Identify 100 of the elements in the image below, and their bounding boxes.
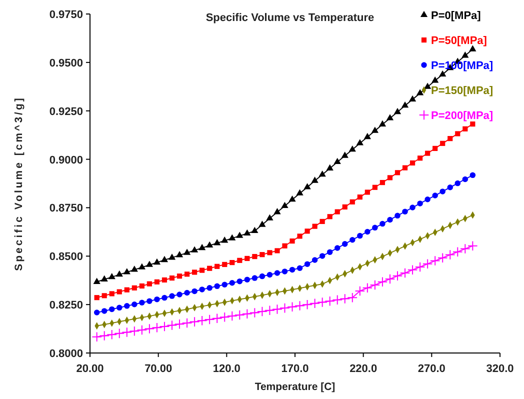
point [422, 258, 433, 270]
point [244, 229, 251, 236]
point [114, 328, 125, 339]
point [274, 248, 280, 254]
point [257, 306, 268, 317]
x-tick-label: 320.0 [486, 363, 514, 375]
point [310, 298, 320, 309]
point [176, 251, 184, 258]
point [402, 165, 408, 170]
point [354, 286, 366, 296]
y-tick-label: 0.8250 [49, 300, 83, 312]
point [184, 290, 190, 296]
point [190, 246, 198, 252]
point [378, 120, 386, 126]
point [236, 278, 243, 284]
point [214, 283, 220, 290]
y-tick-label: 0.8500 [49, 251, 83, 264]
point [287, 302, 298, 312]
point [109, 291, 114, 296]
point [146, 260, 154, 267]
point [327, 214, 332, 220]
point [297, 234, 302, 239]
point [168, 254, 176, 260]
point [384, 274, 396, 284]
point [437, 252, 448, 264]
point [242, 308, 252, 320]
point [334, 209, 340, 214]
point [176, 292, 182, 298]
point [440, 188, 446, 194]
point [214, 264, 220, 269]
point [244, 256, 250, 262]
point [460, 244, 470, 254]
point [274, 270, 280, 276]
point [380, 220, 386, 227]
point [334, 158, 341, 164]
point [332, 294, 342, 306]
point [357, 194, 362, 200]
point [94, 295, 100, 300]
point [455, 131, 460, 136]
point [130, 266, 138, 272]
point [470, 172, 476, 178]
point [136, 324, 148, 336]
point [169, 275, 175, 281]
point [386, 114, 394, 120]
point [432, 192, 438, 198]
point [430, 256, 440, 266]
point [244, 276, 250, 282]
point [108, 306, 115, 312]
point [144, 324, 155, 334]
point [410, 160, 416, 166]
point [418, 156, 423, 161]
point [227, 310, 238, 322]
point [99, 330, 110, 341]
point [146, 298, 152, 304]
point [290, 238, 295, 244]
point [462, 176, 468, 182]
x-tick-label: 70.00 [144, 363, 172, 375]
point [234, 310, 245, 320]
point [124, 287, 130, 292]
point [228, 234, 236, 240]
x-axis-title: Temperature [C] [254, 381, 336, 393]
point [304, 261, 310, 267]
point [132, 285, 137, 290]
point [348, 145, 356, 152]
point [250, 308, 260, 318]
point [162, 277, 168, 283]
point [350, 237, 356, 243]
point [317, 297, 328, 308]
point [392, 270, 403, 282]
point [402, 208, 408, 214]
point [350, 199, 355, 204]
point [274, 208, 281, 214]
point [267, 250, 272, 256]
point [116, 304, 122, 311]
point [139, 300, 145, 306]
point [251, 226, 258, 234]
point [380, 180, 386, 186]
point [258, 220, 266, 227]
point [356, 139, 364, 146]
point [394, 212, 400, 219]
point [377, 276, 388, 288]
y-tick-label: 0.8000 [49, 348, 83, 360]
point [372, 184, 378, 190]
point [214, 239, 221, 246]
point [347, 292, 358, 303]
point [154, 279, 160, 284]
legend-label: P=200[MPa] [431, 110, 494, 122]
point [169, 293, 175, 299]
point [452, 246, 463, 258]
point [200, 268, 205, 273]
chart-title: Specific Volume vs Temperature [206, 12, 374, 24]
x-tick-label: 220.0 [350, 363, 378, 375]
point [340, 294, 350, 304]
point [206, 285, 212, 291]
point [106, 329, 117, 340]
legend-label: P=50[MPa] [431, 35, 488, 47]
point [252, 275, 258, 281]
x-tick-label: 120.0 [212, 363, 240, 375]
point [440, 140, 446, 146]
point [266, 272, 273, 278]
